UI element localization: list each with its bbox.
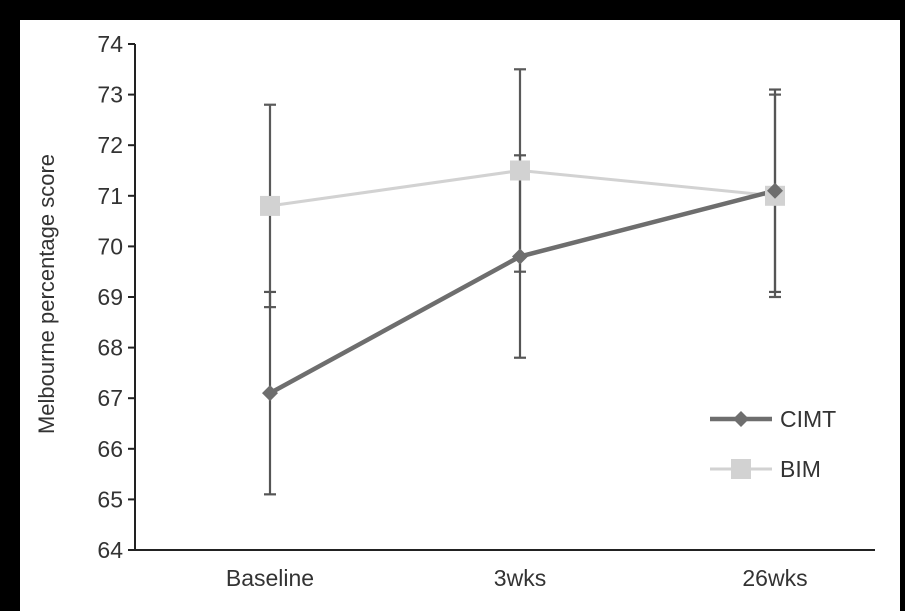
y-tick-label: 71 bbox=[97, 183, 123, 209]
series-line-cimt bbox=[268, 188, 776, 396]
marker-cimt bbox=[767, 182, 783, 199]
marker-cimt bbox=[262, 385, 278, 402]
y-tick-label: 65 bbox=[97, 486, 123, 512]
x-tick-label: Baseline bbox=[226, 565, 314, 591]
x-tick-label: 3wks bbox=[494, 565, 546, 591]
marker-cimt bbox=[512, 248, 528, 265]
chart-frame: 64 65 66 67 68 69 70 71 72 73 74 Baseline 3wks 26wks… bbox=[20, 20, 900, 611]
y-tick-labels: 64 65 66 67 68 69 70 71 72 73 74 bbox=[97, 31, 123, 563]
y-tick-label: 72 bbox=[97, 132, 123, 158]
y-tick-label: 67 bbox=[97, 385, 123, 411]
y-tick-label: 66 bbox=[97, 436, 123, 462]
y-tick-label: 64 bbox=[97, 537, 123, 563]
series-lines bbox=[268, 168, 776, 396]
x-tick-label: 26wks bbox=[742, 565, 807, 591]
legend: CIMT BIM bbox=[710, 406, 836, 482]
marker-bim bbox=[260, 195, 280, 216]
x-tick-labels: Baseline 3wks 26wks bbox=[226, 565, 808, 591]
y-tick-label: 73 bbox=[97, 82, 123, 108]
y-axis-title: Melbourne percentage score bbox=[34, 154, 59, 434]
series-markers bbox=[260, 160, 785, 402]
legend-label-cimt: CIMT bbox=[780, 406, 836, 432]
y-tick-label: 70 bbox=[97, 233, 123, 259]
error-bars bbox=[264, 68, 781, 496]
axes bbox=[128, 43, 875, 551]
legend-marker bbox=[733, 411, 749, 427]
y-tick-label: 69 bbox=[97, 284, 123, 310]
chart: 64 65 66 67 68 69 70 71 72 73 74 Baseline 3wks 26wks… bbox=[34, 31, 875, 591]
marker-bim bbox=[510, 160, 530, 181]
legend-label-bim: BIM bbox=[780, 456, 821, 482]
y-tick-label: 68 bbox=[97, 335, 123, 361]
y-tick-label: 74 bbox=[97, 31, 123, 57]
legend-marker bbox=[731, 459, 751, 479]
